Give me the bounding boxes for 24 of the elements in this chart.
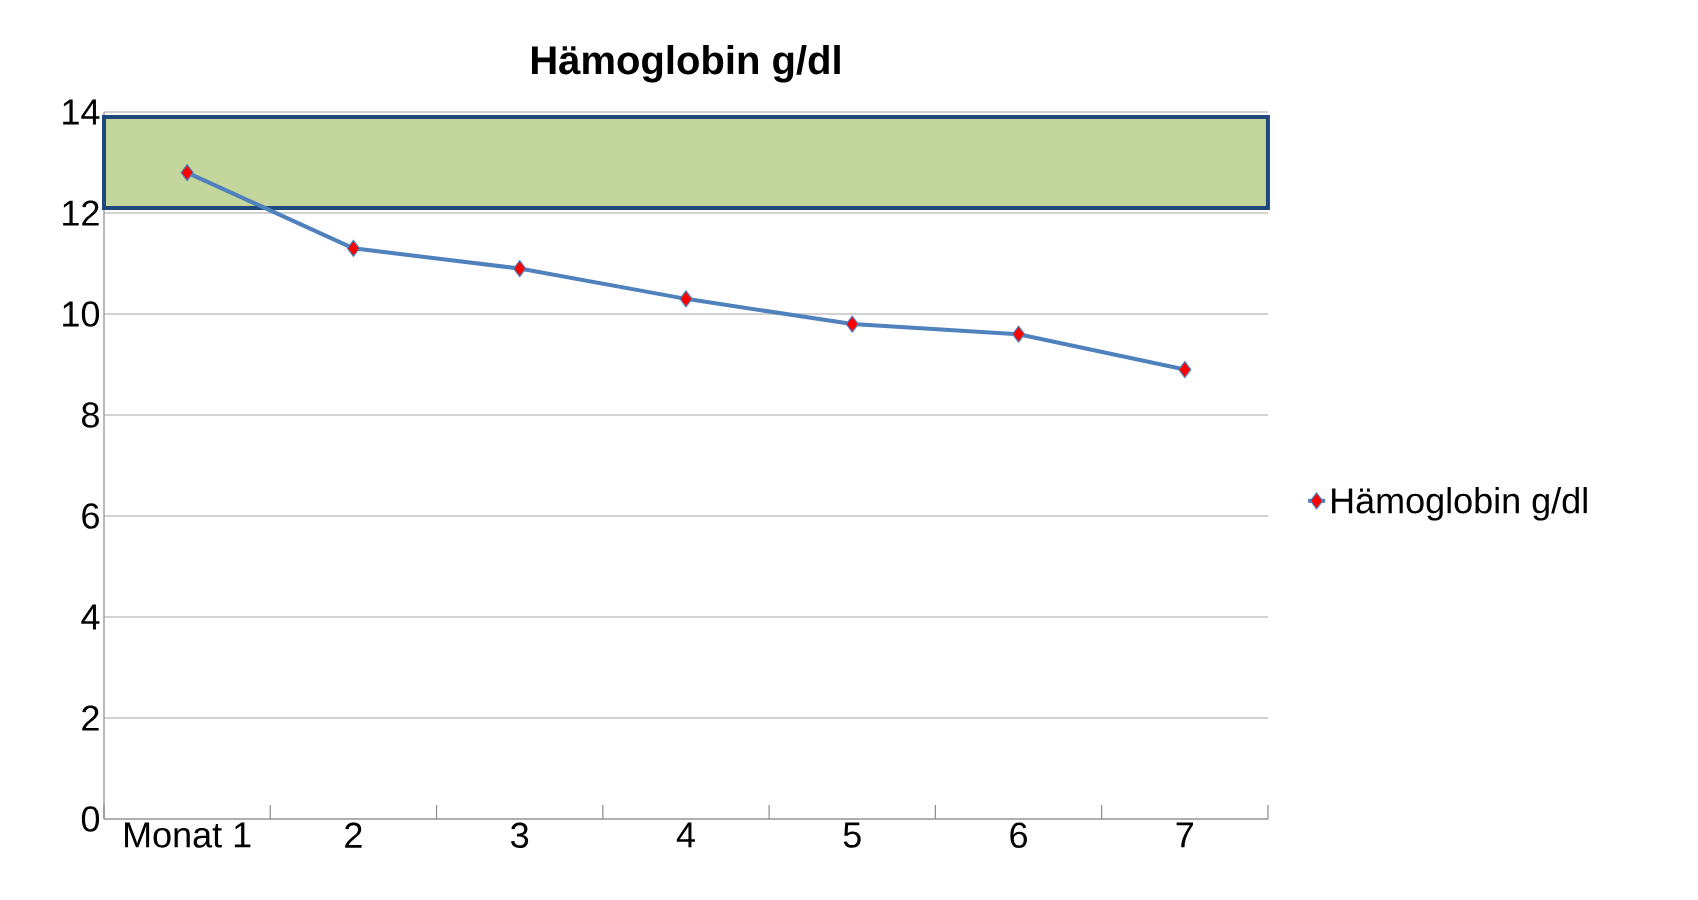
y-tick-label: 0 — [81, 806, 100, 832]
point — [1178, 360, 1192, 379]
point — [845, 315, 859, 333]
x-tick-label: 4 — [676, 822, 695, 848]
x-tick-label: 3 — [511, 822, 529, 849]
y-tick-label: 12 — [63, 200, 99, 226]
point — [513, 259, 527, 278]
x-tick-label: Monat 1 — [125, 822, 251, 848]
x-tick-label: 7 — [1176, 822, 1193, 848]
point — [346, 239, 361, 257]
x-tick-label: 2 — [345, 822, 362, 848]
y-tick-label: 6 — [82, 503, 99, 529]
legend-label: Hämoglobin g/dl — [1332, 487, 1587, 521]
y-tick-label: 10 — [63, 301, 100, 327]
y-tick-label: 8 — [82, 402, 99, 428]
y-tick-label: 14 — [63, 99, 100, 125]
point — [180, 163, 194, 182]
y-tick-label: 2 — [82, 705, 99, 731]
chart-title: Hämoglobin g/dl — [532, 45, 840, 83]
x-tick-label: 6 — [1010, 822, 1027, 849]
y-tick-label: 4 — [81, 604, 100, 630]
x-tick-label: 5 — [843, 822, 861, 848]
point — [679, 290, 693, 308]
point — [1011, 325, 1026, 343]
